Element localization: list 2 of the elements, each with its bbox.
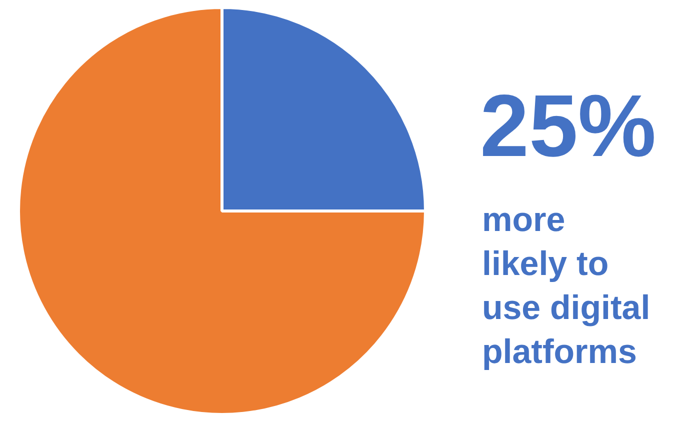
text: 25% bbox=[480, 76, 656, 175]
text: more likely to use digital platforms bbox=[482, 200, 652, 373]
